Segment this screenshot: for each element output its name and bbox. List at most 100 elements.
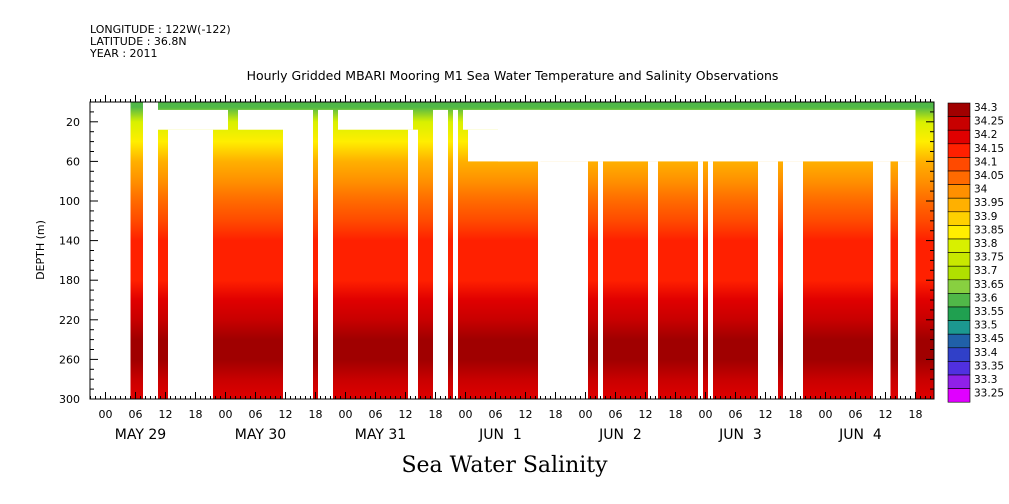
- x-tick-label: 00: [339, 408, 353, 421]
- x-tick-label: 12: [519, 408, 533, 421]
- colorbar-label: 34.3: [974, 102, 997, 114]
- y-axis-label: DEPTH (m): [34, 220, 47, 280]
- y-tick-label: 20: [66, 116, 80, 129]
- day-label: JUN 3: [718, 427, 762, 443]
- day-label: MAY 29: [115, 427, 166, 443]
- colorbar-label: 33.45: [974, 333, 1004, 345]
- data-gap: [898, 161, 916, 399]
- y-axis: 20 60 100 140 180 220 260 300: [59, 101, 934, 406]
- colorbar-swatch: [947, 129, 971, 145]
- colorbar-label: 33.9: [974, 211, 997, 223]
- x-tick-label: 12: [279, 408, 293, 421]
- x-tick-label: 18: [429, 408, 443, 421]
- day-label: MAY 30: [235, 427, 286, 443]
- data-gap: [143, 109, 228, 130]
- colorbar-label: 33.8: [974, 238, 997, 250]
- day-label: JUN 4: [838, 427, 882, 443]
- x-tick-label: 18: [549, 408, 563, 421]
- x-tick-label: 18: [669, 408, 683, 421]
- x-tick-label: 00: [459, 408, 473, 421]
- colorbar-label: 33.7: [974, 265, 997, 277]
- colorbar-swatch: [947, 306, 971, 321]
- x-tick-label: 06: [729, 408, 743, 421]
- colorbar-swatch: [947, 374, 971, 389]
- x-tick-label: 18: [789, 408, 803, 421]
- colorbar-label: 34.2: [974, 129, 997, 141]
- plot-title: Hourly Gridded MBARI Mooring M1 Sea Wate…: [246, 68, 779, 83]
- latitude-label: LATITUDE : 36.8N: [90, 35, 187, 48]
- colorbar-label: 33.5: [974, 320, 997, 332]
- x-tick-label: 18: [909, 408, 923, 421]
- colorbar-label: 34.25: [974, 116, 1004, 128]
- y-tick-label: 220: [59, 314, 80, 327]
- colorbar-swatch: [947, 252, 971, 267]
- colorbar-label: 33.55: [974, 306, 1004, 318]
- data-gap: [408, 129, 418, 399]
- colorbar-swatch: [947, 347, 971, 362]
- colorbar-swatch: [947, 143, 971, 158]
- data-gap: [168, 129, 213, 399]
- data-gap: [698, 161, 703, 399]
- x-tick-label: 00: [579, 408, 593, 421]
- data-gap: [103, 102, 131, 399]
- colorbar-swatch: [947, 197, 971, 213]
- x-tick-label: 06: [369, 408, 383, 421]
- year-label: YEAR : 2011: [90, 47, 158, 60]
- x-tick-label: 06: [849, 408, 863, 421]
- x-tick-label: 12: [639, 408, 653, 421]
- y-tick-label: 300: [59, 393, 80, 406]
- main-title: Sea Water Salinity: [401, 453, 608, 478]
- colorbar-swatch: [947, 116, 971, 131]
- colorbar-swatch: [947, 170, 971, 185]
- plot-area: [90, 102, 934, 399]
- x-tick-label: 06: [249, 408, 263, 421]
- colorbar-label: 34.05: [974, 170, 1004, 182]
- colorbar-label: 33.95: [974, 197, 1004, 209]
- data-gap: [238, 109, 283, 130]
- x-tick-label: 00: [699, 408, 713, 421]
- x-tick-label: 00: [219, 408, 233, 421]
- colorbar-swatch: [947, 157, 971, 172]
- colorbar-label: 33.75: [974, 252, 1004, 264]
- x-axis: 00 06 12 18 00 06 12 18 00 06 12 18 00 06 12 18 00 06 12 18…: [90, 95, 931, 443]
- data-gap: [90, 102, 103, 399]
- y-tick-label: 100: [59, 195, 80, 208]
- colorbar-label: 34: [974, 184, 988, 196]
- y-tick-label: 60: [66, 155, 80, 168]
- colorbar-label: 34.1: [974, 156, 997, 168]
- colorbar-label: 33.3: [974, 374, 997, 386]
- colorbar-label: 33.65: [974, 279, 1004, 291]
- y-tick-label: 140: [59, 235, 80, 248]
- day-label: JUN 2: [598, 427, 642, 443]
- data-gaps: [90, 102, 916, 399]
- x-tick-label: 06: [489, 408, 503, 421]
- data-gap: [283, 109, 313, 399]
- x-tick-label: 06: [129, 408, 143, 421]
- colorbar-swatch: [947, 293, 971, 308]
- data-gap: [783, 161, 803, 399]
- colorbar-swatch: [947, 184, 971, 199]
- colorbar-label: 34.15: [974, 143, 1004, 155]
- colorbar-swatch: [947, 211, 971, 226]
- day-label: MAY 31: [355, 427, 406, 443]
- colorbar-label: 33.25: [974, 388, 1004, 400]
- data-gap: [338, 109, 413, 130]
- x-tick-label: 12: [879, 408, 893, 421]
- x-tick-label: 12: [399, 408, 413, 421]
- day-label: JUN 1: [478, 427, 522, 443]
- x-tick-label: 12: [159, 408, 173, 421]
- colorbar-swatch: [947, 320, 971, 335]
- data-gap: [538, 161, 588, 399]
- colorbar-swatch: [947, 388, 971, 403]
- data-gap: [143, 102, 158, 399]
- data-gap: [433, 109, 448, 399]
- colorbar-swatch: [947, 279, 971, 294]
- y-tick-label: 260: [59, 353, 80, 366]
- data-gap: [318, 109, 333, 399]
- data-gap: [498, 109, 916, 162]
- x-tick-label: 00: [819, 408, 833, 421]
- x-tick-label: 18: [189, 408, 203, 421]
- y-tick-label: 180: [59, 274, 80, 287]
- colorbar-swatch: [947, 333, 971, 349]
